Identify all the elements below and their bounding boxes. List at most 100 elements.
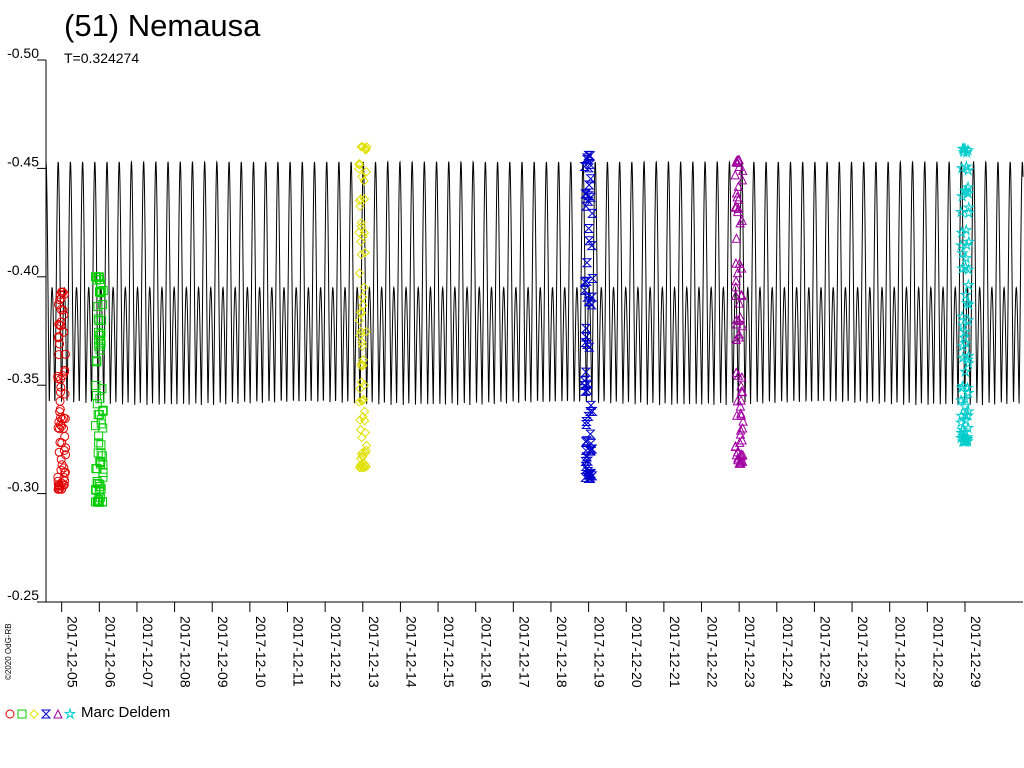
observation-point [91, 421, 101, 431]
observation-point [96, 329, 106, 339]
observation-point [360, 427, 371, 438]
legend-marker-circle [5, 709, 15, 719]
observation-point [734, 437, 745, 447]
observation-point [94, 431, 104, 441]
observation-point [356, 359, 367, 369]
observation-point [357, 341, 368, 351]
observation-point [359, 406, 370, 417]
observation-series-2017-12-05 [53, 287, 71, 494]
observation-point [56, 420, 66, 430]
x-tick-label: 2017-12-18 [554, 616, 570, 688]
observation-point [358, 462, 368, 473]
observation-point [735, 424, 746, 435]
observation-point [580, 437, 592, 447]
observation-point [358, 452, 368, 462]
observation-point [94, 438, 104, 448]
observation-point [961, 163, 975, 176]
observation-point [354, 462, 365, 473]
observation-point [94, 497, 104, 507]
observation-point [587, 208, 598, 218]
observation-point [92, 391, 102, 401]
observation-point [53, 476, 63, 486]
observation-point [735, 217, 745, 228]
observation-point [53, 371, 63, 381]
observation-point [734, 258, 745, 268]
legend-marker-diamond [29, 709, 39, 719]
y-tick-label: -0.50 [7, 45, 39, 61]
observation-point [585, 438, 597, 448]
observation-point [584, 297, 595, 307]
observation-point [583, 191, 594, 201]
observation-point [958, 364, 972, 378]
observation-point [579, 277, 590, 287]
observation-point [93, 301, 103, 311]
observation-point [956, 351, 970, 364]
observation-point [98, 299, 108, 309]
observation-point [60, 389, 70, 399]
observation-point [961, 381, 974, 394]
observation-point [587, 273, 598, 283]
observation-point [55, 424, 65, 434]
observation-point [55, 339, 65, 349]
observation-point [583, 180, 595, 190]
observation-point [955, 226, 968, 239]
observation-point [961, 408, 975, 421]
y-tick-label: -0.25 [7, 587, 39, 603]
observation-point [94, 486, 104, 496]
observation-point [960, 430, 974, 443]
observation-point [356, 236, 366, 247]
y-tick-label: -0.40 [7, 262, 39, 278]
observation-point [732, 267, 743, 278]
observation-point [356, 326, 366, 337]
observation-point [94, 272, 104, 282]
legend-marker-star [63, 707, 77, 720]
observation-point [580, 446, 592, 456]
observation-point [737, 386, 748, 397]
copyright-note: ©2020 OdG-RB [4, 623, 13, 680]
observation-point [585, 192, 596, 202]
observation-point [581, 258, 593, 268]
x-tick-label: 2017-12-06 [102, 616, 118, 688]
observation-point [355, 201, 365, 211]
observation-point [958, 425, 972, 438]
observation-point [732, 446, 743, 457]
observation-point [955, 161, 969, 174]
observation-point [737, 174, 748, 185]
x-tick-label: 2017-12-29 [968, 616, 984, 688]
observation-point [359, 282, 369, 292]
observation-point [60, 476, 70, 486]
observation-point [60, 349, 70, 359]
observation-point [954, 205, 968, 218]
observation-point [357, 171, 367, 182]
observation-point [583, 224, 594, 234]
observation-point [579, 376, 590, 386]
observation-point [955, 189, 969, 202]
observation-point [960, 296, 974, 309]
observation-point [954, 393, 968, 406]
observation-point [582, 379, 593, 389]
observation-point [959, 413, 973, 427]
observation-point [962, 235, 976, 248]
observation-series-2017-12-23 [730, 154, 748, 468]
legend-marker-square [17, 709, 27, 719]
x-tick-label: 2017-12-19 [592, 616, 608, 688]
observation-point [356, 142, 366, 152]
observation-point [56, 413, 66, 423]
model-curve [45, 160, 1024, 406]
observation-point [358, 142, 368, 152]
x-tick-label: 2017-12-11 [291, 616, 307, 687]
observation-point [97, 384, 107, 394]
observation-point [356, 453, 366, 464]
observation-point [56, 382, 66, 392]
observation-point [355, 415, 365, 425]
observation-point [93, 410, 103, 420]
observation-point [736, 386, 747, 396]
observation-point [737, 422, 748, 433]
observation-point [579, 161, 590, 171]
observation-point [357, 395, 368, 406]
observation-point [582, 385, 593, 395]
x-tick-label: 2017-12-10 [253, 616, 269, 688]
legend-markers [5, 707, 77, 720]
observation-point [359, 194, 370, 204]
observation-point [55, 437, 65, 447]
